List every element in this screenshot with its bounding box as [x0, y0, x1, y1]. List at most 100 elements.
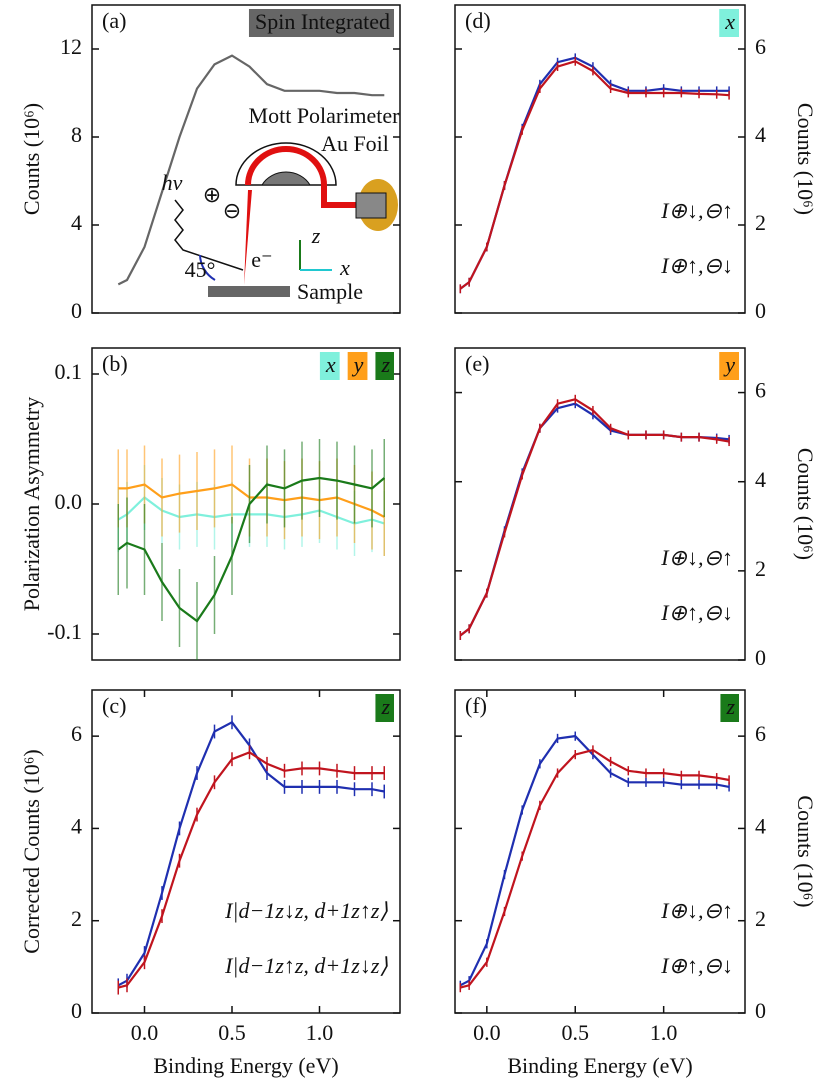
y-tick-label: 4: [71, 210, 82, 235]
plot-frame: [91, 689, 401, 1014]
x-tick-label: 0.0: [473, 1020, 501, 1045]
panel-label: (f): [465, 693, 487, 718]
x-tick-label: 0.0: [131, 1020, 159, 1045]
tag-box: [720, 694, 739, 722]
x-axis-label: Binding Energy (eV): [153, 1053, 338, 1078]
tag: x: [719, 9, 739, 37]
y-tick-label: 4: [71, 813, 82, 838]
series-line: [117, 720, 385, 987]
y-tick-label: 0: [755, 645, 766, 670]
polarimeter-outline: [235, 142, 337, 186]
panel-label: (c): [102, 693, 126, 718]
y-tick-label: 6: [755, 378, 766, 403]
legend-entry: I⊕↓,⊖↑: [660, 545, 733, 570]
y-tick-label: 2: [755, 906, 766, 931]
legend-entry: I⊕↑,⊖↓: [660, 953, 733, 978]
y-tick-label: 0: [755, 998, 766, 1023]
y-tick-label: 8: [71, 122, 82, 147]
panel-label: (d): [465, 8, 491, 33]
x-tick-label: 1.0: [650, 1020, 678, 1045]
legend-entry: I⊕↑,⊖↓: [660, 253, 733, 278]
tag-box: [719, 352, 739, 380]
y-axis-label: Counts (10⁶): [793, 448, 818, 560]
panel-label: (b): [102, 351, 128, 376]
y-tick-label: 0.0: [55, 489, 83, 514]
tag: z: [375, 694, 394, 722]
dome: [261, 171, 311, 186]
plot-frame: [454, 689, 746, 1014]
series-line: [117, 54, 385, 286]
annotation: Mott Polarimeter: [249, 103, 401, 128]
plot-frame: [454, 347, 746, 661]
tag: x: [319, 352, 340, 380]
tag: y: [347, 352, 368, 380]
tag: z: [375, 352, 394, 380]
y-tick-label: 0.1: [55, 359, 83, 384]
y-axis-label: Polarization Asymmetry: [19, 397, 44, 611]
tag-text: x: [724, 9, 735, 34]
tag-text: y: [352, 352, 364, 377]
tag-text: z: [380, 694, 390, 719]
tag: z: [720, 694, 739, 722]
y-axis-label: Counts (10⁶): [19, 103, 44, 215]
y-tick-label: 2: [755, 210, 766, 235]
angle-arc: [199, 254, 216, 281]
sample: [208, 286, 290, 297]
tag-box: [719, 9, 739, 37]
y-tick-label: 4: [755, 467, 766, 492]
x-tick-label: 1.0: [306, 1020, 334, 1045]
detector: [355, 192, 387, 219]
tag-text: z: [380, 352, 390, 377]
legend-entry: I|d−1z↓z, d+1z↑z⟩: [224, 898, 388, 923]
y-tick-label: 6: [71, 721, 82, 746]
y-axis-label: Corrected Counts (10⁶): [19, 749, 44, 953]
y-tick-label: 4: [755, 122, 766, 147]
panel-label: (e): [465, 351, 489, 376]
annotation: 45°: [185, 257, 216, 282]
y-tick-label: -0.1: [47, 619, 82, 644]
y-axis-label: Counts (10⁶): [793, 795, 818, 907]
tag: y: [719, 352, 739, 380]
y-tick-label: 12: [60, 34, 82, 59]
annotation: ⊕: [203, 182, 221, 207]
panel-label: (a): [102, 8, 126, 33]
series-line: [118, 751, 385, 989]
annotation: ⊖: [223, 198, 241, 223]
tag: Spin Integrated: [248, 9, 394, 37]
x-axis-label: Binding Energy (eV): [507, 1053, 692, 1078]
series-line: [459, 60, 730, 290]
y-tick-label: 2: [71, 906, 82, 931]
legend-entry: I⊕↓,⊖↑: [660, 198, 733, 223]
y-tick-label: 2: [755, 556, 766, 581]
tag-text: z: [725, 694, 735, 719]
y-axis-label: Counts (10⁶): [793, 103, 818, 215]
annotation: hv: [162, 170, 183, 195]
y-tick-label: 0: [71, 298, 82, 323]
tag-box: [347, 352, 368, 380]
y-tick-label: 0: [755, 298, 766, 323]
tag-box: [248, 9, 394, 37]
plot-frame: [91, 4, 401, 314]
electron-path: [245, 146, 360, 208]
series-line: [460, 748, 730, 989]
y-tick-label: 6: [755, 34, 766, 59]
x-tick-label: 0.5: [218, 1020, 246, 1045]
series-line: [459, 398, 730, 637]
electron-beam: [244, 190, 252, 285]
photon: [174, 199, 244, 271]
legend-entry: I⊕↑,⊖↓: [660, 600, 733, 625]
annotation: Sample: [297, 279, 363, 304]
tag-text: y: [723, 352, 735, 377]
annotation: x: [339, 255, 350, 280]
x-tick-label: 0.5: [561, 1020, 589, 1045]
legend-entry: I⊕↓,⊖↑: [660, 898, 733, 923]
legend-entry: I|d−1z↑z, d+1z↓z⟩: [224, 953, 388, 978]
y-tick-label: 4: [755, 813, 766, 838]
tag-box: [375, 694, 394, 722]
annotation: z: [311, 223, 321, 248]
y-tick-label: 6: [755, 721, 766, 746]
tag-box: [319, 352, 340, 380]
tag-text: Spin Integrated: [255, 9, 390, 34]
series-line: [117, 476, 386, 623]
